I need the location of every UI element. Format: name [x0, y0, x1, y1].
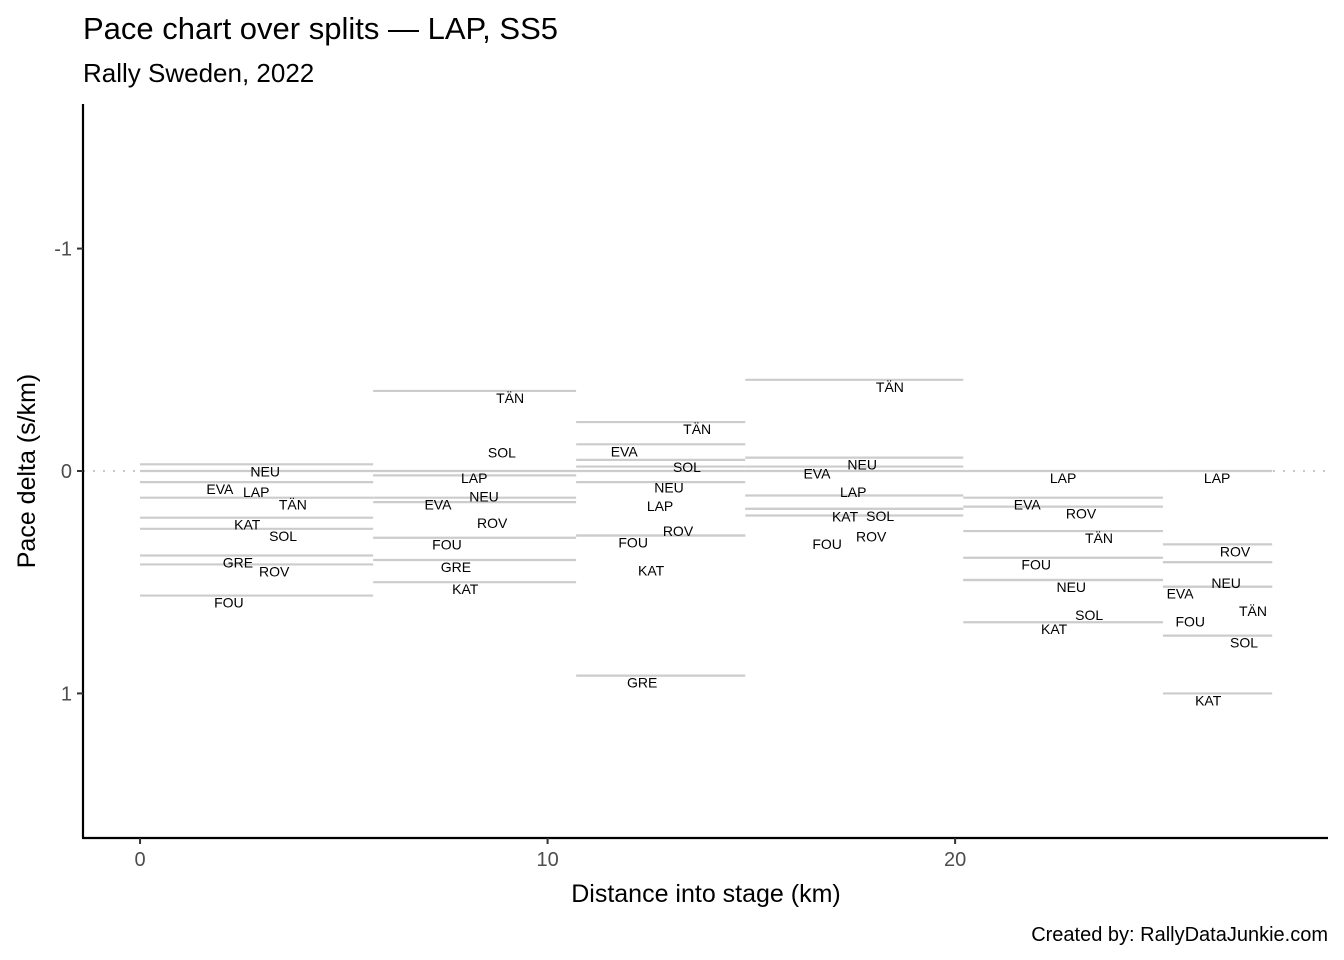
driver-label-sol-split-6: SOL: [1230, 635, 1258, 651]
driver-label-sol-split-4: SOL: [866, 508, 894, 524]
driver-label-eva-split-1: EVA: [206, 481, 234, 497]
driver-label-kat-split-1: KAT: [234, 517, 261, 533]
driver-label-lap-split-3: LAP: [647, 498, 673, 514]
driver-label-eva-split-5: EVA: [1014, 497, 1042, 513]
driver-label-rov-split-3: ROV: [663, 523, 694, 539]
driver-label-fou-split-2: FOU: [432, 537, 462, 553]
chart-title: Pace chart over splits — LAP, SS5: [83, 11, 558, 46]
driver-label-tän-split-1: TÄN: [279, 497, 307, 513]
driver-label-eva-split-3: EVA: [611, 443, 639, 459]
driver-label-lap-split-2: LAP: [461, 470, 487, 486]
driver-label-fou-split-5: FOU: [1021, 557, 1051, 573]
y-tick-label: -1: [54, 239, 72, 261]
driver-label-kat-split-3: KAT: [638, 563, 665, 579]
driver-label-lap-split-4: LAP: [840, 484, 866, 500]
driver-label-fou-split-1: FOU: [214, 595, 244, 611]
driver-label-lap-split-5: LAP: [1050, 470, 1076, 486]
driver-label-tän-split-2: TÄN: [496, 390, 524, 406]
driver-label-eva-split-6: EVA: [1167, 586, 1195, 602]
driver-label-kat-split-2: KAT: [452, 581, 479, 597]
driver-label-neu-split-2: NEU: [469, 488, 499, 504]
driver-label-sol-split-3: SOL: [673, 459, 701, 475]
driver-label-tän-split-5: TÄN: [1085, 530, 1113, 546]
driver-label-kat-split-6: KAT: [1195, 692, 1222, 708]
y-tick-label: 0: [61, 461, 72, 483]
driver-label-kat-split-4: KAT: [832, 508, 859, 524]
driver-label-eva-split-2: EVA: [424, 497, 452, 513]
driver-label-tän-split-4: TÄN: [876, 379, 904, 395]
driver-label-rov-split-1: ROV: [259, 563, 290, 579]
driver-label-rov-split-5: ROV: [1066, 506, 1097, 522]
x-tick-label: 0: [134, 849, 145, 871]
driver-label-fou-split-3: FOU: [618, 535, 648, 551]
driver-label-rov-split-4: ROV: [856, 528, 887, 544]
driver-label-tän-split-3: TÄN: [683, 421, 711, 437]
driver-label-gre-split-2: GRE: [441, 559, 471, 575]
driver-label-fou-split-6: FOU: [1175, 614, 1205, 630]
driver-label-neu-split-1: NEU: [250, 463, 280, 479]
driver-label-lap-split-1: LAP: [243, 484, 269, 500]
y-tick-label: 1: [61, 683, 72, 705]
x-tick-label: 10: [536, 849, 558, 871]
driver-label-rov-split-2: ROV: [477, 515, 508, 531]
driver-label-sol-split-1: SOL: [269, 528, 297, 544]
y-axis-title: Pace delta (s/km): [13, 374, 41, 569]
chart-subtitle: Rally Sweden, 2022: [83, 58, 314, 88]
driver-label-sol-split-2: SOL: [488, 444, 516, 460]
driver-label-fou-split-4: FOU: [812, 536, 842, 552]
x-tick-label: 20: [944, 849, 966, 871]
chart-caption: Created by: RallyDataJunkie.com: [1031, 924, 1328, 946]
driver-label-gre-split-3: GRE: [627, 675, 657, 691]
driver-label-kat-split-5: KAT: [1041, 621, 1068, 637]
driver-label-neu-split-4: NEU: [847, 457, 877, 473]
driver-label-neu-split-5: NEU: [1056, 579, 1086, 595]
driver-label-sol-split-5: SOL: [1075, 607, 1103, 623]
driver-label-lap-split-6: LAP: [1204, 470, 1230, 486]
driver-label-neu-split-6: NEU: [1211, 575, 1241, 591]
driver-label-rov-split-6: ROV: [1220, 543, 1251, 559]
driver-label-eva-split-4: EVA: [803, 466, 831, 482]
plot-area: NEU LAP EVA TÄN KAT SOL GRE ROV FOU TÄN LAP NEU SOL E…: [54, 104, 1328, 871]
x-axis-title: Distance into stage (km): [571, 880, 841, 908]
driver-label-tän-split-6: TÄN: [1239, 603, 1267, 619]
driver-label-gre-split-1: GRE: [223, 555, 253, 571]
driver-label-neu-split-3: NEU: [654, 480, 684, 496]
